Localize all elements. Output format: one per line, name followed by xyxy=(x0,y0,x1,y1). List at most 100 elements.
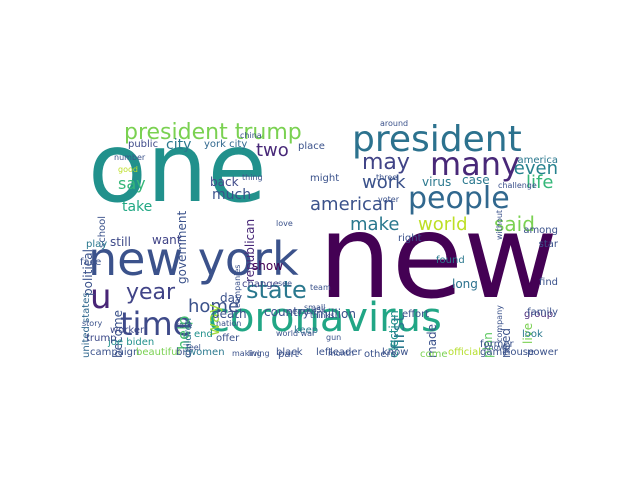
cloud-word: women xyxy=(188,347,225,358)
cloud-word: offer xyxy=(216,333,240,344)
cloud-word: city xyxy=(166,137,192,153)
cloud-word: feel xyxy=(186,343,201,352)
cloud-word: coronavirus xyxy=(208,295,442,341)
cloud-word: day xyxy=(220,291,243,305)
cloud-word: still xyxy=(110,235,131,249)
cloud-word: worker xyxy=(110,325,145,336)
cloud-word: joe biden xyxy=(108,337,155,348)
cloud-word: black xyxy=(276,347,303,358)
cloud-word: said xyxy=(494,212,535,236)
cloud-word: right xyxy=(398,233,422,244)
cloud-word: others xyxy=(364,349,396,360)
cloud-word: want xyxy=(152,233,182,247)
cloud-word: might xyxy=(310,173,340,184)
cloud-word: know xyxy=(382,347,409,358)
cloud-word: trump xyxy=(86,333,117,344)
cloud-word: two xyxy=(256,140,289,161)
cloud-word: people xyxy=(408,181,510,216)
cloud-word: say xyxy=(118,174,146,193)
cloud-word: beautiful xyxy=(136,347,181,358)
cloud-word: ask xyxy=(312,305,326,314)
cloud-word: around xyxy=(380,120,409,128)
cloud-word: place xyxy=(298,141,325,152)
cloud-word: power xyxy=(527,347,558,358)
cloud-word: living xyxy=(248,349,270,358)
cloud-word: effort xyxy=(402,309,430,320)
cloud-word: among xyxy=(523,225,558,236)
cloud-word: star xyxy=(538,239,558,250)
cloud-word: may xyxy=(362,150,410,175)
cloud-word: three xyxy=(376,173,398,182)
cloud-word: public xyxy=(128,139,159,150)
cloud-word: world xyxy=(418,214,468,235)
cloud-word: love xyxy=(276,219,293,228)
cloud-word: time xyxy=(120,305,193,343)
cloud-word: much xyxy=(212,187,252,203)
cloud-word: end xyxy=(194,329,213,340)
cloud-word: month xyxy=(328,349,354,358)
cloud-word: thing xyxy=(242,173,263,182)
cloud-word: death xyxy=(212,307,247,321)
cloud-word: president trump xyxy=(124,120,302,145)
cloud-word: york city xyxy=(204,139,248,150)
cloud-word: take xyxy=(122,199,153,215)
cloud-word: change xyxy=(242,279,279,290)
cloud-word: back xyxy=(210,175,239,189)
cloud-word: china xyxy=(240,131,262,140)
cloud-word: family xyxy=(527,307,558,318)
cloud-word: make xyxy=(350,214,400,235)
cloud-word: even xyxy=(513,158,558,179)
cloud-word: long xyxy=(452,277,478,291)
cloud-word: new york xyxy=(88,232,299,286)
cloud-word: small xyxy=(304,303,326,312)
cloud-word: life xyxy=(526,172,554,193)
cloud-word: world war xyxy=(276,329,316,338)
cloud-word: big xyxy=(176,347,192,358)
cloud-word: game xyxy=(480,347,509,358)
cloud-word: part xyxy=(278,349,299,360)
cloud-word: story xyxy=(82,319,103,328)
cloud-word: making xyxy=(232,349,262,358)
cloud-word: found xyxy=(436,255,465,266)
cloud-word: keep xyxy=(294,325,319,336)
cloud-word: state xyxy=(246,276,307,304)
cloud-word: home xyxy=(188,296,240,317)
cloud-word: challenge xyxy=(498,181,537,190)
cloud-word: gun xyxy=(326,333,342,342)
cloud-word: team xyxy=(310,283,331,292)
cloud-word: new xyxy=(318,190,558,325)
cloud-word: virus xyxy=(422,175,452,189)
cloud-word: work xyxy=(362,172,406,193)
cloud-word: nation xyxy=(216,319,242,328)
cloud-word: american xyxy=(310,194,395,215)
cloud-word: house xyxy=(504,347,535,358)
cloud-word: show xyxy=(252,259,284,273)
cloud-word: find xyxy=(539,277,558,288)
cloud-word: million xyxy=(316,307,356,321)
cloud-word: former xyxy=(480,339,514,350)
cloud-word: without xyxy=(495,209,504,240)
cloud-word: season xyxy=(288,307,317,316)
cloud-word: play xyxy=(86,239,108,250)
cloud-word: president xyxy=(352,120,522,160)
cloud-word: campaign xyxy=(90,347,140,358)
cloud-word: rate xyxy=(176,321,193,330)
cloud-word: government xyxy=(175,210,189,284)
cloud-word: known xyxy=(484,343,511,352)
cloud-word: one xyxy=(88,120,267,224)
cloud-word: come xyxy=(420,349,448,360)
cloud-word: face xyxy=(80,257,102,268)
cloud-word: u xyxy=(90,277,112,317)
cloud-word: group xyxy=(524,309,554,320)
cloud-word: companies xyxy=(233,264,242,308)
cloud-word: leader xyxy=(330,347,362,358)
cloud-word: company xyxy=(495,305,504,342)
word-cloud: one new new york coronavirus president presid… xyxy=(80,120,560,360)
cloud-word: look xyxy=(522,329,543,340)
cloud-word: many xyxy=(430,145,520,183)
cloud-word: year xyxy=(126,280,176,305)
cloud-word: america xyxy=(517,155,558,166)
cloud-word: left xyxy=(316,347,333,358)
cloud-word: voter xyxy=(378,195,399,204)
cloud-word: thinks xyxy=(310,311,335,320)
